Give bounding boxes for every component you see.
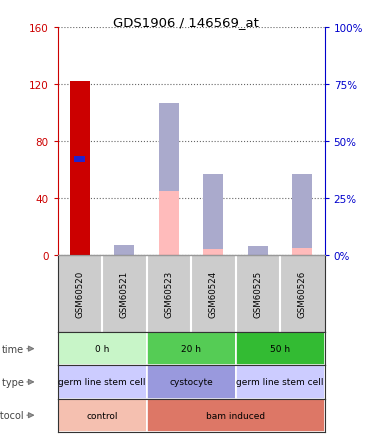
Text: germ line stem cell: germ line stem cell [236,378,324,387]
Text: 0 h: 0 h [95,344,109,353]
Text: protocol: protocol [0,410,24,420]
Bar [147,332,236,365]
Bar [203,174,223,250]
Bar [236,365,325,399]
Text: GSM60520: GSM60520 [75,270,84,317]
Text: cell type: cell type [0,377,24,387]
Text: 50 h: 50 h [270,344,290,353]
Bar [74,157,85,163]
Text: GDS1906 / 146569_at: GDS1906 / 146569_at [112,16,259,29]
Bar [159,103,179,255]
Text: GSM60521: GSM60521 [120,270,129,317]
Text: GSM60524: GSM60524 [209,270,218,317]
Bar [248,247,268,267]
Bar [58,399,147,432]
Text: germ line stem cell: germ line stem cell [58,378,146,387]
Bar [147,399,325,432]
Text: GSM60526: GSM60526 [298,270,307,317]
Text: GSM60523: GSM60523 [164,270,173,317]
Text: time: time [2,344,24,354]
Text: cystocyte: cystocyte [169,378,213,387]
Text: control: control [86,411,118,420]
Bar [159,103,179,191]
Bar [203,174,223,255]
Bar [114,245,134,255]
Bar [292,174,312,255]
Text: GSM60525: GSM60525 [253,270,262,317]
Bar [236,332,325,365]
Text: bam induced: bam induced [206,411,265,420]
Bar [248,247,268,255]
Text: 20 h: 20 h [181,344,201,353]
Bar [147,365,236,399]
Bar [58,332,147,365]
Bar [114,245,134,264]
Bar [292,174,312,248]
Bar [70,82,90,255]
Bar [58,365,147,399]
